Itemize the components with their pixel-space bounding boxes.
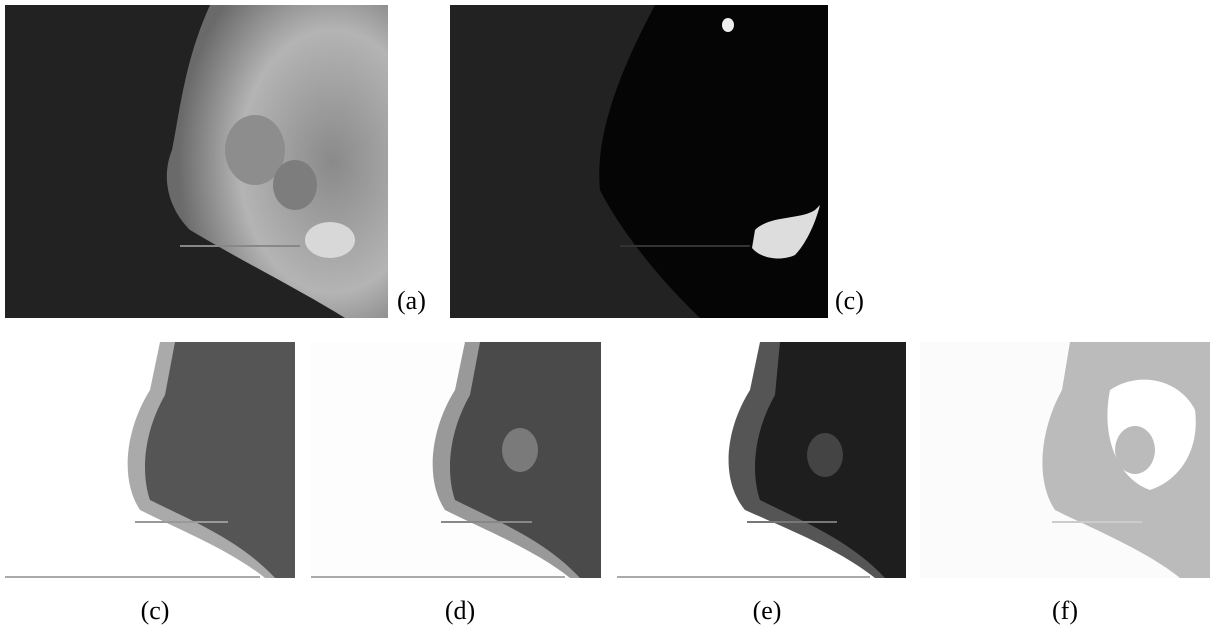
panel-f: (f)	[920, 342, 1210, 625]
panel-e: (e)	[617, 342, 906, 625]
panel-label: (e)	[753, 596, 782, 625]
panel-label: (a)	[397, 286, 426, 315]
figure: (a) (c) (c) (d) (e)	[0, 0, 1211, 635]
panel-a: (a)	[5, 5, 426, 318]
tissue-detail	[273, 160, 317, 210]
region-detail	[502, 428, 538, 472]
panel-d: (d)	[311, 342, 601, 625]
tissue-detail	[305, 222, 355, 258]
spot	[722, 18, 734, 32]
panel-label: (d)	[445, 596, 475, 625]
panel-label: (f)	[1052, 596, 1078, 625]
panel-c-top: (c)	[450, 5, 864, 318]
panel-label: (c)	[141, 596, 170, 625]
region-detail	[807, 433, 843, 477]
panel-c-bottom: (c)	[5, 342, 295, 625]
region-detail	[1115, 426, 1155, 474]
panel-label: (c)	[835, 286, 864, 315]
